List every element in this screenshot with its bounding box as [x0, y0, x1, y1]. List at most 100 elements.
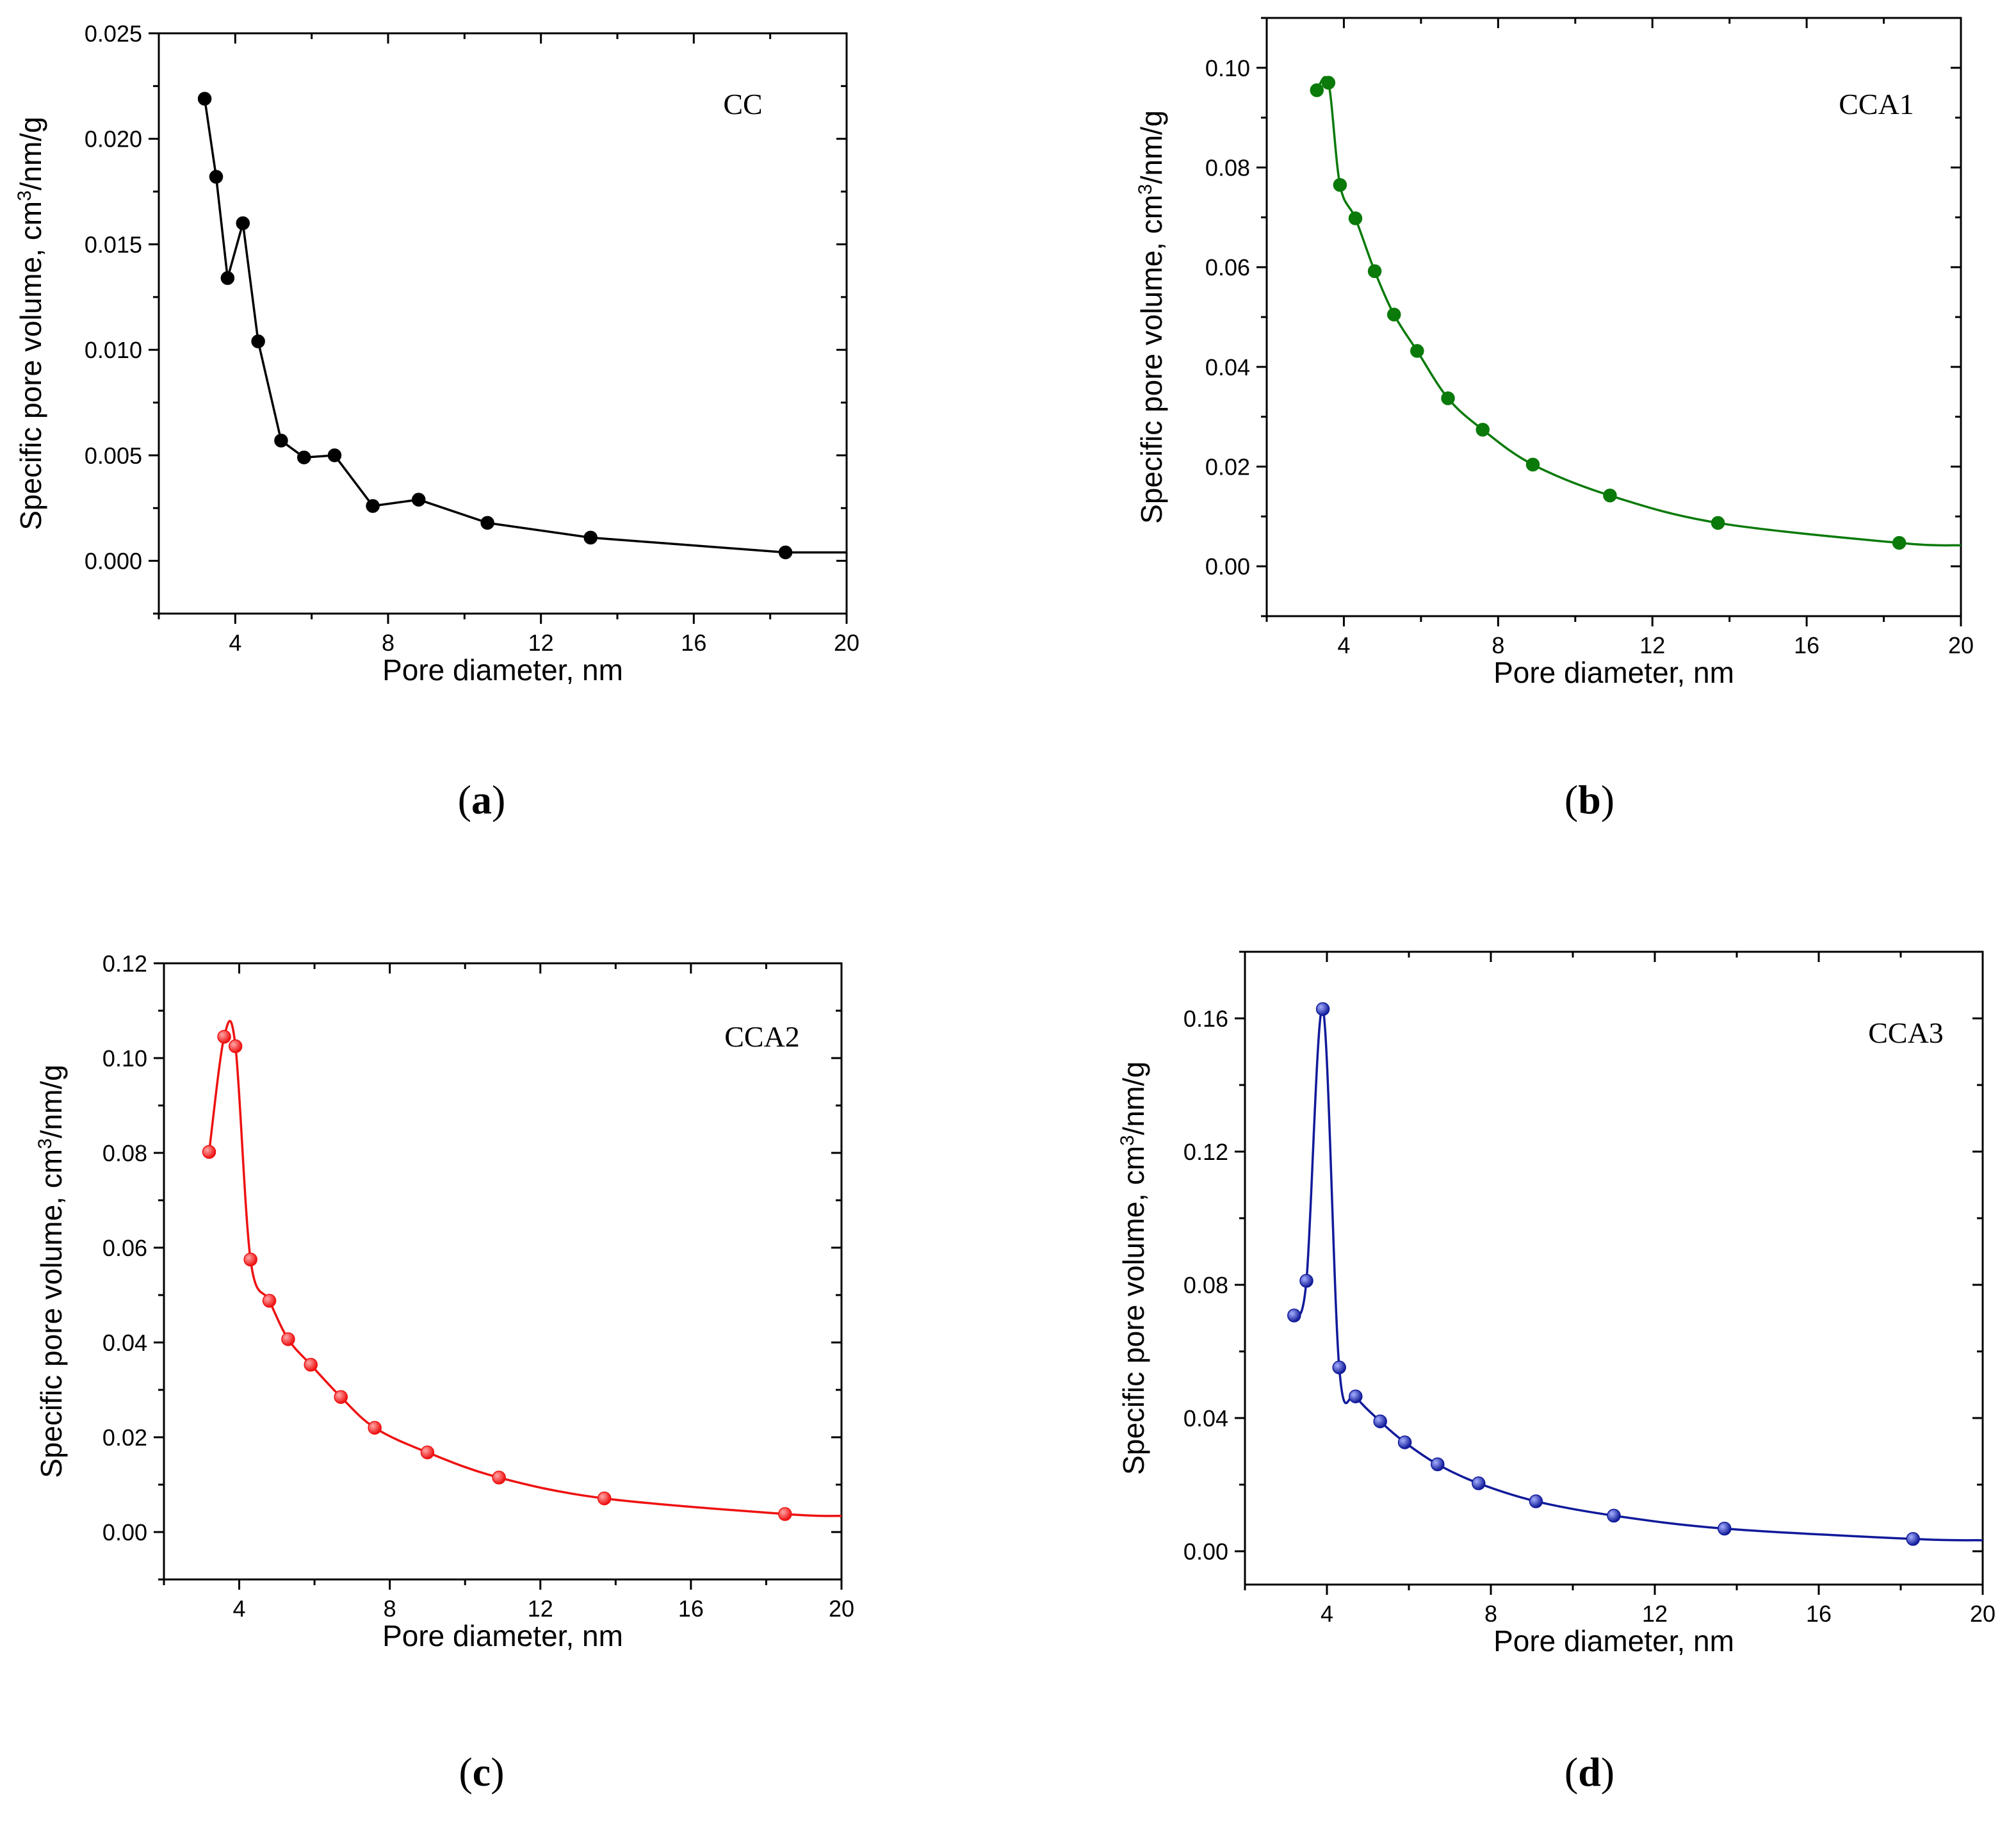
- data-point: [202, 1145, 216, 1159]
- y-axis-title: Specific pore volume, cm3/nm/g: [14, 117, 48, 530]
- y-tick-label: 0.04: [1183, 1405, 1228, 1431]
- y-tick-label: 0.06: [102, 1235, 147, 1261]
- y-tick-label: 0.02: [102, 1424, 147, 1451]
- data-point: [1410, 344, 1424, 358]
- data-point: [1373, 1414, 1387, 1428]
- data-point: [492, 1471, 506, 1485]
- x-axis-title: Pore diameter, nm: [382, 653, 623, 687]
- x-axis-title: Pore diameter, nm: [1493, 656, 1734, 689]
- panel-label: (b): [1565, 777, 1614, 822]
- data-point: [297, 450, 311, 464]
- x-axis-title: Pore diameter, nm: [382, 1619, 623, 1652]
- x-tick-label: 8: [1484, 1601, 1497, 1627]
- data-point: [236, 216, 250, 231]
- y-tick-label: 0.04: [102, 1330, 147, 1356]
- data-point: [1711, 516, 1725, 530]
- data-point: [1367, 264, 1382, 279]
- series-line: [1293, 1007, 1983, 1542]
- data-point: [1525, 457, 1540, 472]
- x-tick-label: 12: [528, 1595, 553, 1622]
- data-point: [209, 170, 224, 184]
- y-tick-label: 0.020: [85, 126, 142, 152]
- y-tick-label: 0.12: [102, 950, 147, 977]
- data-point: [197, 92, 212, 106]
- data-point: [778, 1507, 792, 1521]
- y-tick-label: 0.10: [102, 1045, 147, 1072]
- data-point: [597, 1491, 612, 1506]
- y-tick-label: 0.08: [102, 1140, 147, 1166]
- data-point: [1607, 1508, 1621, 1523]
- chart-panel-d: 4 8 12 16 20 0.00 0.04 0.08 0.12 0.16 Pore diamete…: [1117, 950, 1996, 1795]
- data-point: [1472, 1476, 1486, 1490]
- x-tick-label: 20: [1948, 632, 1974, 658]
- y-tick-label: 0.08: [1183, 1272, 1228, 1298]
- y-axis-title: Specific pore volume, cm3/nm/g: [1117, 1061, 1151, 1475]
- y-tick-label: 0.10: [1205, 55, 1250, 81]
- data-point: [1321, 76, 1336, 90]
- x-tick-label: 4: [233, 1595, 246, 1622]
- y-tick-label: 0.000: [85, 548, 142, 575]
- data-point: [251, 334, 265, 348]
- data-point: [1397, 1435, 1412, 1449]
- data-point: [366, 499, 380, 513]
- data-point: [420, 1445, 435, 1460]
- chart-panel-a: 4 8 12 16 20 0.000 0.005 0.010 0.015 0.020 0.025 Po…: [14, 20, 860, 822]
- panel-label: (a): [458, 777, 506, 822]
- plot-frame: [1244, 950, 1984, 1586]
- x-tick-label: 12: [528, 630, 554, 656]
- y-tick-label: 0.010: [85, 337, 142, 363]
- y-tick-label: 0.00: [1205, 553, 1250, 580]
- data-point: [274, 434, 288, 448]
- chart-panel-c: 4 8 12 16 20 0.00 0.02 0.04 0.06 0.08 0.10 0.12 Pore…: [35, 950, 855, 1795]
- y-axis-title: Specific pore volume, cm3/nm/g: [35, 1064, 69, 1478]
- data-point: [411, 493, 426, 507]
- data-point: [1441, 391, 1455, 405]
- y-tick-label: 0.08: [1205, 155, 1250, 181]
- y-tick-label: 0.015: [85, 231, 142, 257]
- data-point: [1718, 1521, 1732, 1536]
- data-point: [243, 1252, 257, 1267]
- series-line: [203, 98, 847, 554]
- sample-label: CC: [723, 88, 762, 120]
- data-point: [778, 545, 793, 560]
- data-point: [327, 448, 342, 462]
- data-point: [262, 1294, 277, 1308]
- x-tick-label: 20: [829, 1595, 854, 1622]
- y-tick-label: 0.04: [1205, 354, 1250, 380]
- chart-panel-b: 4 8 12 16 20 0.00 0.02 0.04 0.06 0.08 0.10 Pore dia…: [1135, 17, 1974, 822]
- data-point: [1333, 177, 1347, 192]
- data-point: [480, 516, 494, 530]
- plot-frame: [158, 32, 848, 615]
- x-tick-label: 12: [1642, 1601, 1668, 1627]
- data-point: [334, 1390, 348, 1404]
- x-tick-label: 4: [229, 630, 241, 656]
- data-point: [281, 1332, 295, 1346]
- y-tick-label: 0.00: [1183, 1538, 1228, 1565]
- y-tick-label: 0.005: [85, 443, 142, 469]
- sample-label: CCA1: [1839, 88, 1914, 120]
- y-tick-label: 0.02: [1205, 454, 1250, 480]
- plot-frame: [163, 962, 843, 1581]
- y-tick-label: 0.16: [1183, 1006, 1228, 1032]
- panel-label: (c): [459, 1749, 504, 1795]
- data-point: [368, 1421, 382, 1435]
- sample-label: CCA3: [1868, 1016, 1944, 1049]
- x-axis-title: Pore diameter, nm: [1493, 1624, 1734, 1658]
- data-point: [1431, 1457, 1445, 1472]
- data-point: [1475, 423, 1490, 437]
- data-point: [1529, 1494, 1543, 1508]
- data-point: [228, 1039, 243, 1054]
- y-tick-label: 0.06: [1205, 254, 1250, 281]
- x-tick-label: 12: [1639, 632, 1665, 658]
- data-point: [1603, 488, 1617, 503]
- x-tick-label: 16: [1806, 1601, 1832, 1627]
- data-point: [1299, 1274, 1313, 1288]
- x-tick-label: 16: [1794, 632, 1819, 658]
- data-point: [1348, 211, 1363, 225]
- data-point: [220, 271, 235, 285]
- x-tick-label: 8: [1492, 632, 1504, 658]
- x-tick-label: 4: [1337, 632, 1350, 658]
- sample-label: CCA2: [724, 1020, 800, 1053]
- x-tick-label: 16: [678, 1595, 704, 1622]
- data-point: [583, 530, 597, 545]
